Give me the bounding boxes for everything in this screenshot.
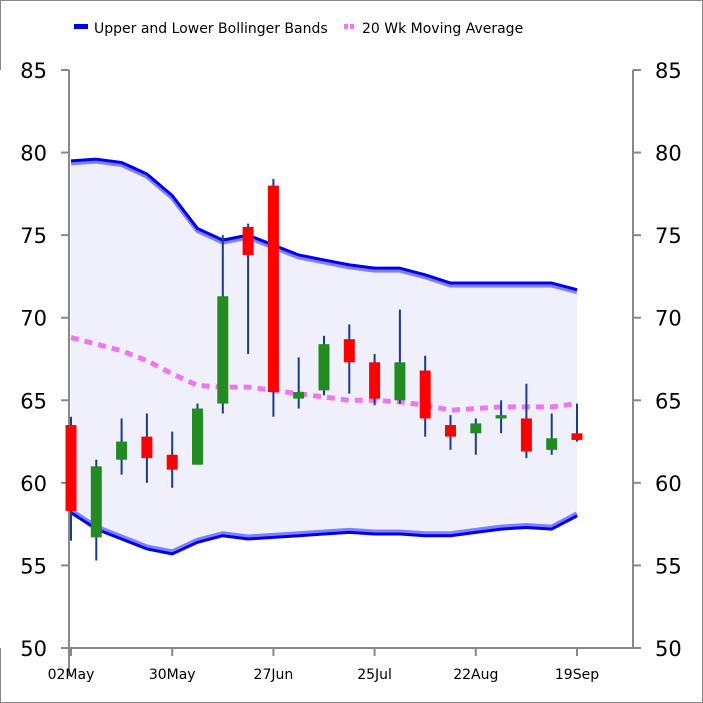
y-tick-label-right: 55 [655,554,682,578]
candle-body-18 [520,418,532,452]
candle-body-8 [267,185,279,393]
candle-body-15 [445,425,456,437]
y-tick-label-left: 70 [20,307,47,331]
legend-swatch-ma-1 [344,24,348,29]
candle-body-7 [242,226,254,255]
x-tick-label: 19Sep [555,667,599,683]
candle-body-0 [65,425,77,511]
y-tick-label-right: 80 [655,142,682,166]
legend-label-moving-average: 20 Wk Moving Average [362,21,523,37]
left-margin-cover [0,70,68,648]
candle-body-12 [369,362,381,399]
x-tick-label: 02May [48,667,95,683]
candle-body-17 [495,415,507,419]
legend-swatch-ma-2 [350,24,354,29]
y-tick-label-right: 70 [655,307,682,331]
candle-body-14 [419,370,431,419]
y-tick-label-left: 55 [20,554,47,578]
y-tick-label-left: 50 [20,637,47,661]
candle-body-2 [116,441,128,460]
candle-body-19 [546,438,558,450]
y-tick-label-left: 60 [20,472,47,496]
x-tick-label: 22Aug [453,667,498,683]
y-tick-label-left: 75 [20,224,47,248]
legend: Upper and Lower Bollinger Bands 20 Wk Mo… [74,21,523,37]
legend-swatch-bands [74,24,88,29]
y-tick-label-left: 80 [20,142,47,166]
y-tick-label-right: 50 [655,637,682,661]
y-tick-label-left: 85 [20,59,47,83]
y-tick-label-right: 65 [655,389,682,413]
upper-band-line [70,157,578,292]
upper-band-halo [70,158,578,295]
y-tick-label-right: 60 [655,472,682,496]
candle-body-4 [166,454,178,470]
candle-body-13 [394,362,406,401]
candle-body-16 [470,423,482,434]
lower-band-halo [69,508,579,555]
y-tick-label-left: 65 [20,389,47,413]
candle-body-6 [217,296,229,404]
plot-area: 50 50 55 55 60 60 65 65 70 70 75 75 80 80 85 85 02May 30M… [0,59,682,683]
candle-body-3 [141,436,153,459]
x-tick-label: 27Jun [254,667,294,683]
candle-body-11 [343,339,355,363]
x-tick-label: 30May [149,667,196,683]
candle-body-5 [192,408,203,465]
candle-body-1 [90,466,102,538]
y-tick-label-right: 75 [655,224,682,248]
candle-body-20 [571,433,583,440]
moving-average-line [70,335,578,413]
x-tick-label: 25Jul [357,667,392,683]
lower-band-line [70,511,578,556]
legend-label-bands: Upper and Lower Bollinger Bands [94,21,328,37]
candle-body-9 [293,392,305,399]
candle-body-10 [318,344,330,391]
y-tick-label-right: 85 [655,59,682,83]
